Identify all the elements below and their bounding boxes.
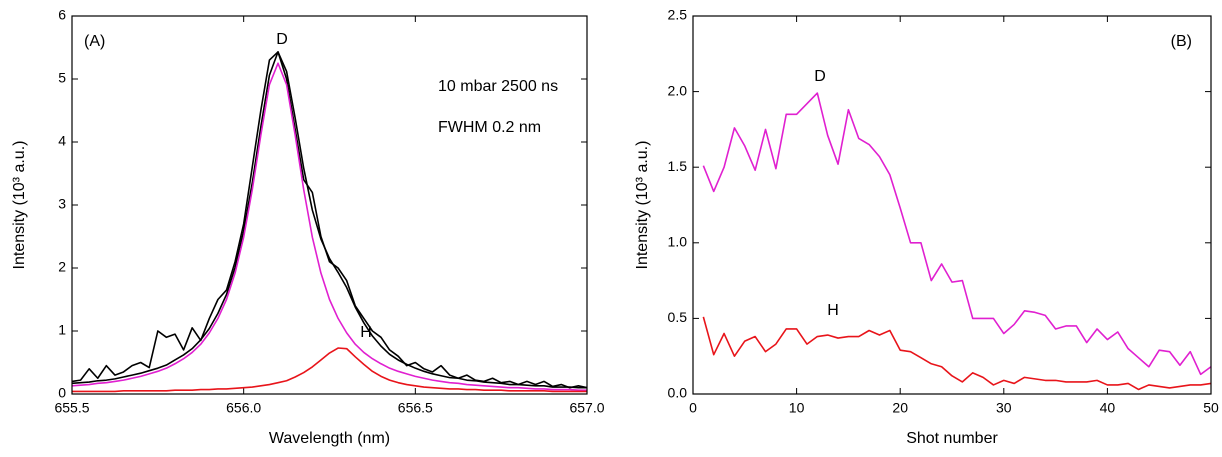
y-tick-label: 1.0 (668, 234, 688, 250)
y-tick-label: 1.5 (668, 158, 688, 174)
y-tick-label: 4 (58, 133, 66, 149)
annotation: H (827, 302, 839, 319)
y-axis-label: Intensity (10³ a.u.) (634, 141, 651, 270)
x-tick-label: 40 (1100, 400, 1116, 416)
series-line (72, 347, 587, 393)
annotation: H (360, 324, 372, 341)
x-tick-label: 655.5 (54, 400, 89, 416)
x-axis-label: Shot number (906, 430, 998, 447)
y-tick-label: 2.0 (668, 82, 688, 98)
y-axis-label: Intensity (10³ a.u.) (11, 141, 28, 270)
series-line (71, 51, 588, 389)
y-tick-label: 6 (58, 7, 66, 23)
series-line (702, 316, 1212, 391)
annotation: D (276, 31, 288, 48)
annotation: 10 mbar 2500 ns (438, 78, 558, 95)
x-tick-label: 657.0 (569, 400, 604, 416)
annotation: FWHM 0.2 nm (438, 119, 541, 136)
x-tick-label: 656.5 (398, 400, 433, 416)
y-tick-label: 2 (58, 259, 66, 275)
series-line (71, 62, 587, 392)
y-tick-label: 3 (58, 196, 66, 212)
plot-frame (692, 15, 1212, 395)
series-line (702, 92, 1212, 376)
plot-frame (71, 15, 588, 395)
x-tick-label: 10 (789, 400, 805, 416)
x-tick-label: 20 (892, 400, 908, 416)
y-tick-label: 0 (58, 385, 66, 401)
x-axis-label: Wavelength (nm) (269, 430, 390, 447)
x-tick-label: 50 (1203, 400, 1219, 416)
x-tick-label: 656.0 (226, 400, 261, 416)
series-line (71, 51, 587, 389)
panel-label: (A) (84, 33, 105, 50)
y-tick-label: 0.0 (668, 385, 688, 401)
panel-label: (B) (1171, 33, 1192, 50)
y-tick-label: 0.5 (668, 309, 688, 325)
x-tick-label: 30 (996, 400, 1012, 416)
y-tick-label: 2.5 (668, 7, 688, 23)
x-tick-label: 0 (689, 400, 697, 416)
y-tick-label: 5 (58, 70, 66, 86)
annotation: D (814, 68, 826, 85)
y-tick-label: 1 (58, 322, 66, 338)
